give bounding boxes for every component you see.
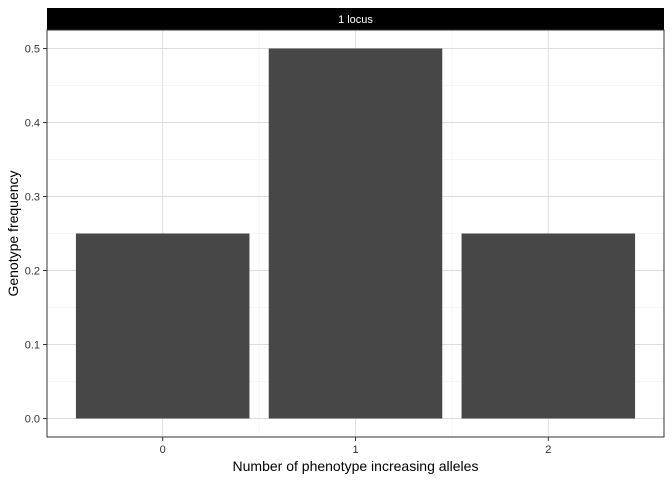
bar-1 [268,48,443,419]
facet-label: 1 locus [338,14,373,26]
y-tick-label: 0.2 [25,266,40,278]
facet-strip [47,8,664,30]
y-tick-label: 0.0 [25,414,40,426]
y-axis-title: Genotype frequency [5,170,21,296]
y-tick-label: 0.3 [25,192,40,204]
y-axis: 0.0 0.1 0.2 0.3 0.4 0.5 [25,44,47,426]
x-tick-label: 1 [352,444,358,456]
bar-0 [75,233,250,419]
bars [75,48,636,419]
x-tick-label: 0 [160,444,166,456]
bar-2 [461,233,636,419]
x-tick-label: 2 [545,444,551,456]
y-tick-label: 0.1 [25,340,40,352]
x-axis-title: Number of phenotype increasing alleles [233,458,479,474]
y-tick-label: 0.5 [25,44,40,56]
x-axis: 0 1 2 [160,437,551,456]
y-tick-label: 0.4 [25,118,40,130]
